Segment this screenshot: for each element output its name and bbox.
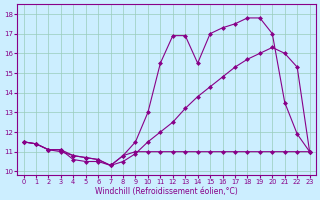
- X-axis label: Windchill (Refroidissement éolien,°C): Windchill (Refroidissement éolien,°C): [95, 187, 238, 196]
